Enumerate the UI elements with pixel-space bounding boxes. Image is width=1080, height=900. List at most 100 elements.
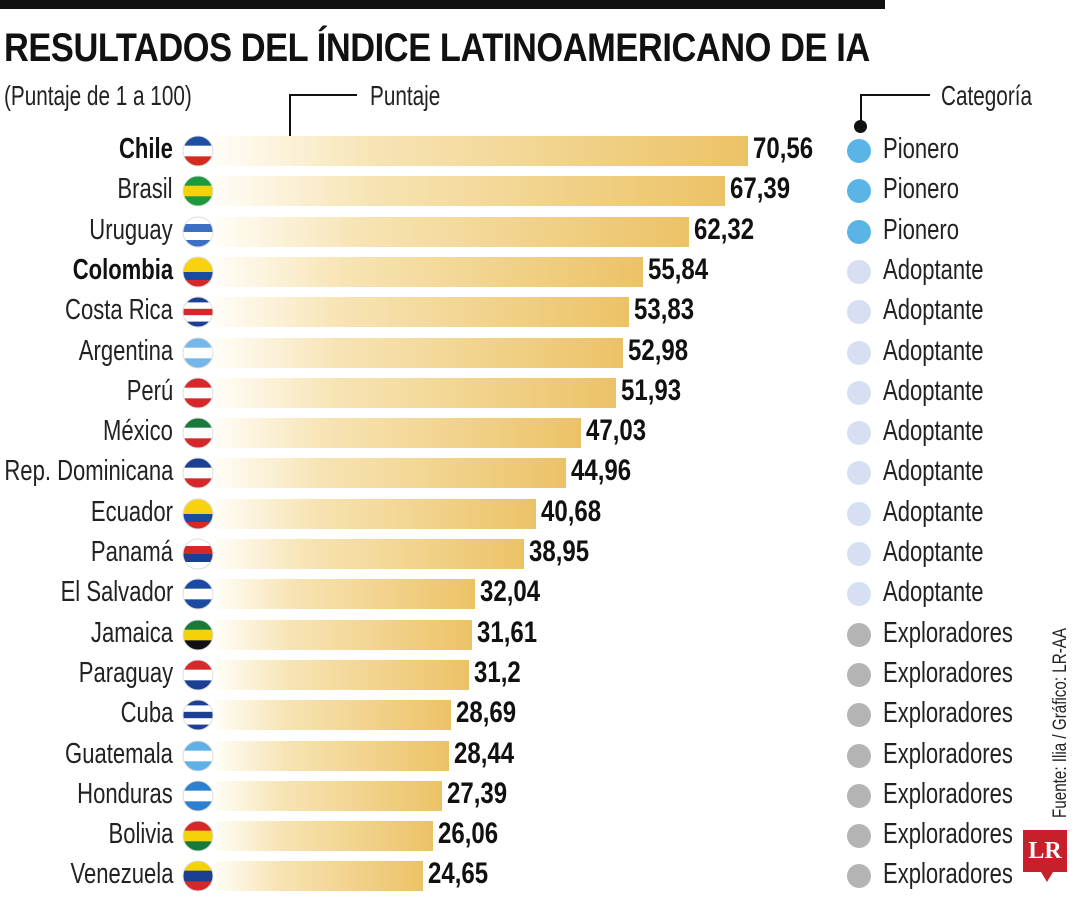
- score-value: 51,93: [620, 373, 681, 407]
- category-dot: [847, 421, 871, 446]
- category-label: Exploradores: [883, 616, 1013, 649]
- flag-icon: [182, 256, 214, 288]
- country-label: Colombia: [72, 253, 173, 286]
- category-legend-label: Categoría: [941, 80, 1032, 111]
- country-label: Bolivia: [108, 818, 173, 851]
- bar-row: Panamá 38,95 Adoptante: [0, 534, 1040, 574]
- score-legend-label: Puntaje: [370, 80, 441, 111]
- bar-row: México 47,03 Adoptante: [0, 413, 1040, 453]
- flag-icon: [182, 377, 214, 409]
- country-label: Brasil: [117, 173, 173, 206]
- category-label: Exploradores: [883, 737, 1013, 770]
- category-label: Pionero: [883, 133, 959, 165]
- flag-icon: [182, 337, 214, 368]
- score-bar: [215, 700, 452, 731]
- category-dot: [847, 622, 871, 647]
- bar-row: Argentina 52,98 Adoptante: [0, 333, 1040, 373]
- flag-icon: [182, 578, 214, 610]
- category-dot: [847, 340, 871, 365]
- score-value: 28,44: [454, 736, 515, 770]
- score-bar: [215, 539, 524, 569]
- score-value: 26,06: [437, 817, 498, 851]
- flag-icon: [182, 699, 214, 731]
- score-bar: [215, 861, 423, 892]
- country-label: Chile: [119, 133, 173, 165]
- score-bar: [215, 377, 616, 408]
- score-value: 47,03: [585, 414, 647, 448]
- country-label: Panamá: [90, 536, 173, 568]
- category-label: Adoptante: [883, 415, 984, 448]
- score-value: 40,68: [541, 494, 602, 528]
- category-label: Adoptante: [883, 536, 984, 568]
- category-dot: [847, 824, 871, 849]
- bar-row: Perú 51,93 Adoptante: [0, 373, 1040, 413]
- country-label: Cuba: [120, 697, 173, 730]
- score-value: 31,61: [476, 615, 537, 649]
- bar-row: El Salvador 32,04 Adoptante: [0, 574, 1040, 614]
- flag-icon: [182, 860, 214, 892]
- chart-title: RESULTADOS DEL ÍNDICE LATINOAMERICANO DE…: [4, 26, 870, 70]
- bar-row: Uruguay 62,32 Pionero: [0, 212, 1040, 252]
- score-bar: [215, 176, 726, 207]
- score-bar: [215, 136, 748, 166]
- bar-row: Guatemala 28,44 Exploradores: [0, 736, 1040, 776]
- score-legend-line: [289, 94, 357, 96]
- category-label: Exploradores: [883, 697, 1013, 730]
- bar-row: Colombia 55,84 Adoptante: [0, 252, 1040, 292]
- chart-subtitle: (Puntaje de 1 a 100): [4, 80, 192, 111]
- country-label: Costa Rica: [65, 294, 173, 327]
- score-bar: [215, 216, 690, 247]
- category-label: Exploradores: [883, 656, 1013, 689]
- score-legend-stem: [289, 94, 291, 144]
- category-dot: [847, 703, 871, 728]
- flag-icon: [182, 659, 214, 691]
- top-rule: [0, 0, 885, 9]
- category-label: Adoptante: [883, 374, 984, 407]
- score-bar: [215, 337, 624, 368]
- flag-icon: [182, 780, 214, 812]
- category-dot: [847, 219, 871, 244]
- category-label: Adoptante: [883, 455, 984, 488]
- score-bar: [215, 498, 536, 529]
- score-value: 52,98: [628, 333, 689, 367]
- category-label: Pionero: [883, 173, 959, 206]
- score-value: 55,84: [648, 252, 709, 286]
- country-label: Jamaica: [90, 616, 173, 649]
- source-note: Fuente: Ilia / Gráfico: LR-AA: [1050, 627, 1071, 818]
- score-value: 44,96: [571, 454, 632, 488]
- bar-row: Rep. Dominicana 44,96 Adoptante: [0, 453, 1040, 493]
- country-label: Perú: [126, 374, 173, 407]
- flag-icon: [182, 820, 214, 852]
- category-label: Exploradores: [883, 777, 1013, 810]
- category-label: Adoptante: [883, 294, 984, 327]
- category-label: Pionero: [883, 213, 959, 246]
- flag-icon: [182, 619, 214, 651]
- score-value: 31,2: [473, 655, 521, 689]
- flag-icon: [182, 135, 214, 167]
- category-label: Adoptante: [883, 253, 984, 286]
- bar-row: Ecuador 40,68 Adoptante: [0, 494, 1040, 534]
- category-dot: [847, 501, 871, 526]
- category-legend-dot: [854, 120, 867, 133]
- flag-icon: [182, 457, 214, 489]
- category-dot: [847, 864, 871, 889]
- flag-icon: [182, 175, 214, 207]
- category-dot: [847, 582, 871, 607]
- flag-icon: [182, 296, 214, 328]
- bar-row: Cuba 28,69 Exploradores: [0, 695, 1040, 735]
- score-bar: [215, 619, 472, 650]
- country-label: Rep. Dominicana: [3, 455, 173, 488]
- country-label: Guatemala: [65, 737, 173, 770]
- score-value: 38,95: [528, 535, 589, 568]
- bar-row: Venezuela 24,65 Exploradores: [0, 856, 1040, 896]
- score-value: 24,65: [427, 857, 488, 891]
- flag-icon: [182, 417, 214, 449]
- country-label: Venezuela: [70, 858, 173, 891]
- flag-icon: [182, 538, 214, 570]
- country-label: México: [103, 415, 173, 448]
- country-label: Paraguay: [78, 656, 173, 689]
- score-bar: [215, 740, 450, 771]
- lr-logo: LR: [1023, 830, 1067, 882]
- country-label: Ecuador: [90, 495, 173, 528]
- score-bar: [215, 579, 475, 610]
